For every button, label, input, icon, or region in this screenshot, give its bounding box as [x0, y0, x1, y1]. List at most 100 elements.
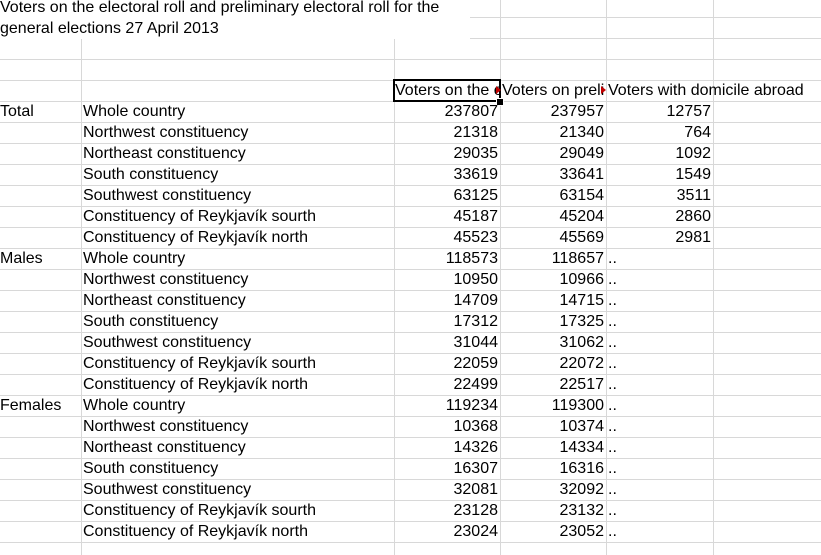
region-label[interactable]: Whole country	[83, 397, 186, 414]
voters-preliminary-roll-value[interactable]: 33641	[559, 166, 605, 183]
header-voters-electoral-roll[interactable]: Voters on the electoral roll	[395, 82, 500, 99]
row-gridline	[0, 332, 821, 333]
voters-domicile-abroad-value[interactable]: ..	[608, 397, 617, 414]
group-label[interactable]: Males	[0, 250, 43, 267]
voters-preliminary-roll-value[interactable]: 45204	[559, 208, 605, 225]
voters-electoral-roll-value[interactable]: 119234	[445, 397, 498, 414]
row-gridline	[0, 521, 821, 522]
voters-electoral-roll-value[interactable]: 237807	[444, 103, 498, 120]
voters-preliminary-roll-value[interactable]: 14715	[559, 292, 605, 309]
voters-electoral-roll-value[interactable]: 29035	[453, 145, 499, 162]
voters-preliminary-roll-value[interactable]: 10374	[559, 418, 605, 435]
voters-electoral-roll-value[interactable]: 23024	[453, 523, 499, 540]
voters-electoral-roll-value[interactable]: 22059	[453, 355, 499, 372]
voters-electoral-roll-value[interactable]: 45187	[453, 208, 499, 225]
voters-electoral-roll-value[interactable]: 23128	[453, 502, 499, 519]
voters-preliminary-roll-value[interactable]: 22072	[559, 355, 605, 372]
voters-domicile-abroad-value[interactable]: ..	[608, 481, 617, 498]
voters-preliminary-roll-value[interactable]: 23132	[559, 502, 605, 519]
voters-domicile-abroad-value[interactable]: ..	[608, 313, 617, 330]
region-label[interactable]: Southwest constituency	[83, 187, 252, 204]
voters-domicile-abroad-value[interactable]: 3511	[676, 187, 711, 204]
fill-handle[interactable]	[496, 98, 504, 106]
region-label[interactable]: Constituency of Reykjavík north	[83, 229, 308, 246]
region-label[interactable]: Northwest constituency	[83, 418, 249, 435]
voters-preliminary-roll-value[interactable]: 45569	[559, 229, 605, 246]
region-label[interactable]: Constituency of Reykjavík north	[83, 523, 308, 540]
group-label[interactable]: Females	[0, 397, 62, 414]
voters-domicile-abroad-value[interactable]: ..	[608, 292, 617, 309]
header-voters-domicile-abroad[interactable]: Voters with domicile abroad	[608, 82, 804, 99]
region-label[interactable]: Southwest constituency	[83, 334, 252, 351]
voters-preliminary-roll-value[interactable]: 63154	[559, 187, 605, 204]
voters-domicile-abroad-value[interactable]: 12757	[666, 103, 712, 120]
voters-preliminary-roll-value[interactable]: 16316	[559, 460, 605, 477]
region-label[interactable]: Constituency of Reykjavík sourth	[83, 355, 316, 372]
voters-electoral-roll-value[interactable]: 31044	[453, 334, 499, 351]
voters-preliminary-roll-value[interactable]: 23052	[559, 523, 605, 540]
voters-domicile-abroad-value[interactable]: ..	[608, 460, 617, 477]
region-label[interactable]: Constituency of Reykjavík north	[83, 376, 308, 393]
voters-domicile-abroad-value[interactable]: ..	[608, 523, 617, 540]
column-gridline	[713, 0, 714, 555]
region-label[interactable]: Constituency of Reykjavík sourth	[83, 502, 316, 519]
voters-domicile-abroad-value[interactable]: ..	[608, 376, 617, 393]
voters-electoral-roll-value[interactable]: 14326	[453, 439, 499, 456]
voters-domicile-abroad-value[interactable]: ..	[608, 355, 617, 372]
region-label[interactable]: Northeast constituency	[83, 292, 246, 309]
region-label[interactable]: Constituency of Reykjavík sourth	[83, 208, 316, 225]
region-label[interactable]: South constituency	[83, 460, 219, 477]
voters-preliminary-roll-value[interactable]: 17325	[559, 313, 605, 330]
sheet-title[interactable]: Voters on the electoral roll and prelimi…	[0, 0, 470, 39]
voters-preliminary-roll-value[interactable]: 21340	[559, 124, 605, 141]
voters-domicile-abroad-value[interactable]: 2981	[675, 229, 711, 246]
voters-preliminary-roll-value[interactable]: 118657	[551, 250, 604, 267]
voters-domicile-abroad-value[interactable]: 1549	[675, 166, 711, 183]
voters-electoral-roll-value[interactable]: 10950	[453, 271, 499, 288]
region-label[interactable]: Northwest constituency	[83, 271, 249, 288]
voters-electoral-roll-value[interactable]: 21318	[453, 124, 499, 141]
voters-electoral-roll-value[interactable]: 16307	[453, 460, 499, 477]
voters-domicile-abroad-value[interactable]: ..	[608, 439, 617, 456]
row-gridline	[0, 479, 821, 480]
voters-domicile-abroad-value[interactable]: ..	[608, 271, 617, 288]
voters-electoral-roll-value[interactable]: 10368	[453, 418, 499, 435]
voters-preliminary-roll-value[interactable]: 119300	[551, 397, 604, 414]
region-label[interactable]: Northeast constituency	[83, 145, 246, 162]
voters-preliminary-roll-value[interactable]: 10966	[559, 271, 605, 288]
voters-electoral-roll-value[interactable]: 45523	[453, 229, 499, 246]
voters-preliminary-roll-value[interactable]: 14334	[559, 439, 605, 456]
voters-preliminary-roll-value[interactable]: 29049	[559, 145, 605, 162]
voters-domicile-abroad-value[interactable]: ..	[608, 418, 617, 435]
region-label[interactable]: South constituency	[83, 313, 219, 330]
voters-preliminary-roll-value[interactable]: 31062	[559, 334, 605, 351]
voters-preliminary-roll-value[interactable]: 22517	[559, 376, 605, 393]
column-gridline	[81, 0, 82, 555]
voters-electoral-roll-value[interactable]: 22499	[453, 376, 499, 393]
header-voters-preliminary-roll[interactable]: Voters on preliminary electoral roll	[502, 82, 605, 99]
voters-domicile-abroad-value[interactable]: 764	[684, 124, 711, 141]
voters-domicile-abroad-value[interactable]: ..	[608, 502, 617, 519]
voters-domicile-abroad-value[interactable]: 2860	[675, 208, 711, 225]
row-gridline	[0, 101, 821, 102]
region-label[interactable]: Whole country	[83, 250, 186, 267]
row-gridline	[0, 206, 821, 207]
region-label[interactable]: South constituency	[83, 166, 219, 183]
voters-electoral-roll-value[interactable]: 32081	[453, 481, 499, 498]
voters-domicile-abroad-value[interactable]: ..	[608, 250, 617, 267]
voters-electoral-roll-value[interactable]: 33619	[453, 166, 499, 183]
voters-preliminary-roll-value[interactable]: 237957	[550, 103, 604, 120]
region-label[interactable]: Northeast constituency	[83, 439, 246, 456]
voters-domicile-abroad-value[interactable]: 1092	[675, 145, 711, 162]
voters-domicile-abroad-value[interactable]: ..	[608, 334, 617, 351]
region-label[interactable]: Southwest constituency	[83, 481, 252, 498]
voters-electoral-roll-value[interactable]: 118573	[445, 250, 498, 267]
group-label[interactable]: Total	[0, 103, 34, 120]
region-label[interactable]: Northwest constituency	[83, 124, 249, 141]
voters-electoral-roll-value[interactable]: 17312	[453, 313, 499, 330]
voters-electoral-roll-value[interactable]: 14709	[453, 292, 499, 309]
region-label[interactable]: Whole country	[83, 103, 186, 120]
voters-preliminary-roll-value[interactable]: 32092	[559, 481, 605, 498]
voters-electoral-roll-value[interactable]: 63125	[453, 187, 499, 204]
